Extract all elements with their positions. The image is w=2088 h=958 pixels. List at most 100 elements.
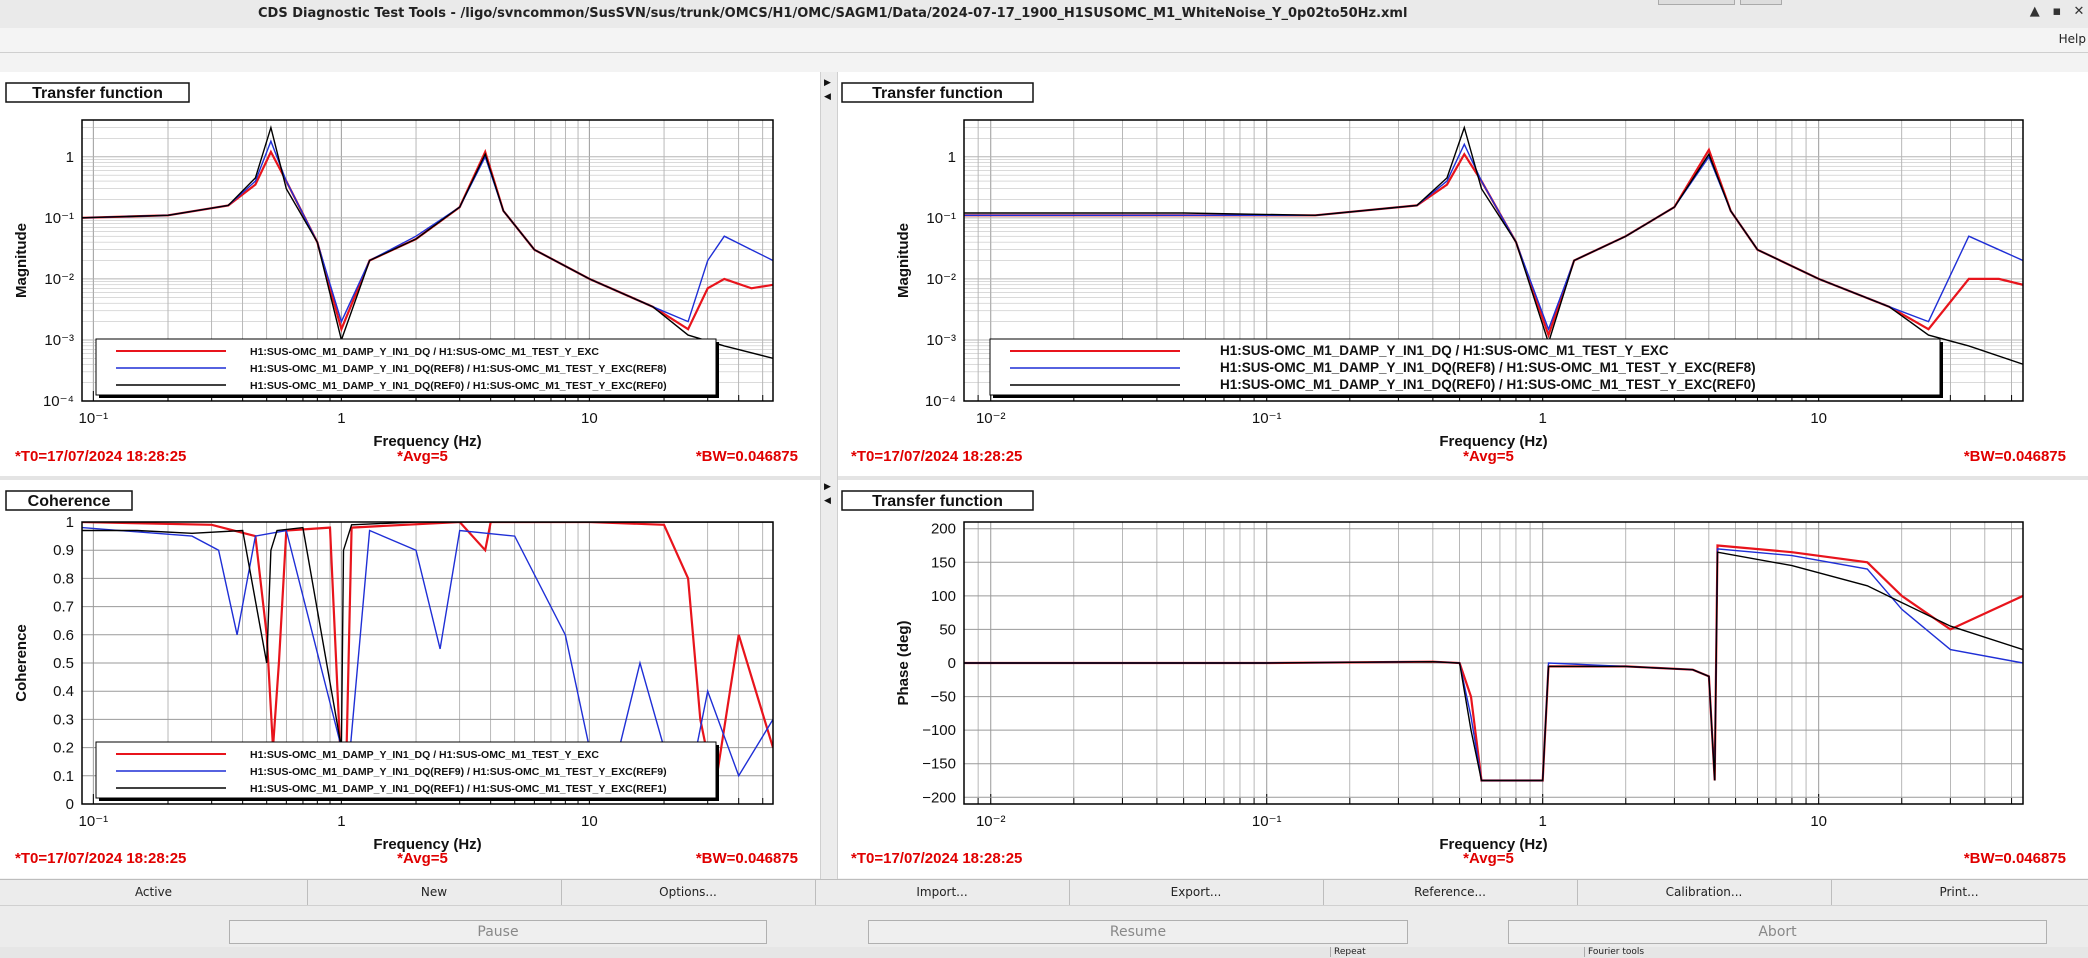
series-group xyxy=(964,125,2023,365)
legend-entry: H1:SUS-OMC_M1_DAMP_Y_IN1_DQ / H1:SUS-OMC… xyxy=(250,346,599,358)
y-tick-label: 150 xyxy=(931,554,956,571)
series-group xyxy=(82,125,773,359)
y-tick-label: 10⁻⁴ xyxy=(43,393,74,410)
y-tick-label: 0.7 xyxy=(53,599,74,616)
y-tick-label: 10⁻³ xyxy=(44,332,74,349)
plot-frame xyxy=(963,521,2024,805)
plot-frame xyxy=(81,119,774,402)
legend: H1:SUS-OMC_M1_DAMP_Y_IN1_DQ / H1:SUS-OMC… xyxy=(95,338,719,398)
start-time-label: *T0=17/07/2024 18:28:25 xyxy=(15,850,186,867)
abort-button[interactable]: Abort xyxy=(1508,920,2047,944)
series-line-1 xyxy=(964,142,2023,332)
split-left-arrow-icon-2[interactable]: ◀ xyxy=(824,496,831,506)
x-tick-label: 10 xyxy=(581,813,598,830)
y-tick-label: 1 xyxy=(948,149,956,166)
x-tick-label: 1 xyxy=(1539,813,1547,830)
bandwidth-label: *BW=0.046875 xyxy=(1964,448,2066,465)
average-label: *Avg=5 xyxy=(1463,850,1514,867)
repeat-tab[interactable]: Repeat xyxy=(1330,947,1366,957)
start-time-label: *T0=17/07/2024 18:28:25 xyxy=(851,448,1022,465)
y-tick-label: 200 xyxy=(931,521,956,538)
x-tick-label: 10⁻² xyxy=(976,813,1006,830)
y-tick-label: −150 xyxy=(922,756,956,773)
fourier-tools-tab[interactable]: Fourier tools xyxy=(1584,947,1644,957)
close-icon[interactable]: ✕ xyxy=(2073,4,2085,19)
menu-bar: Help xyxy=(0,28,2088,53)
y-tick-label: 0.8 xyxy=(53,570,74,587)
legend-entry: H1:SUS-OMC_M1_DAMP_Y_IN1_DQ(REF0) / H1:S… xyxy=(250,380,667,392)
help-menu[interactable]: Help xyxy=(2058,32,2086,46)
split-left-arrow-icon[interactable]: ◀ xyxy=(824,92,831,102)
y-tick-label: 10⁻¹ xyxy=(44,210,74,227)
minimize-icon[interactable]: ▲ xyxy=(2029,4,2040,19)
series-line-1 xyxy=(964,548,2023,782)
y-axis-label: Magnitude xyxy=(13,223,30,298)
y-tick-label: −200 xyxy=(922,789,956,806)
series-line-0 xyxy=(82,148,773,333)
plot-canvas-3: Transfer function 10⁻² 10⁻¹ 1 10 200 150 100 50 0… xyxy=(841,490,2066,867)
x-axis-label: Frequency (Hz) xyxy=(373,836,481,853)
legend-entry: H1:SUS-OMC_M1_DAMP_Y_IN1_DQ(REF9) / H1:S… xyxy=(250,766,667,778)
y-tick-label: 0.3 xyxy=(53,711,74,728)
options-button[interactable]: Options... xyxy=(561,880,816,905)
import-button[interactable]: Import... xyxy=(815,880,1070,905)
plot-panel-magnitude-left[interactable]: Transfer function 10⁻¹ 1 10 1 10⁻¹ 10⁻² 10⁻³ 10⁻… xyxy=(0,72,820,476)
resume-button[interactable]: Resume xyxy=(868,920,1408,944)
legend-entry: H1:SUS-OMC_M1_DAMP_Y_IN1_DQ(REF8) / H1:S… xyxy=(1220,360,1756,375)
print-button[interactable]: Print... xyxy=(1939,885,1979,899)
y-axis-label: Phase (deg) xyxy=(895,620,912,705)
plot-canvas-1: Transfer function 10⁻² 10⁻¹ 1 10 1 10⁻¹ 10⁻² 10⁻… xyxy=(841,82,2066,465)
split-right-arrow-icon-2[interactable]: ▶ xyxy=(824,482,831,492)
title-bar: CDS Diagnostic Test Tools - /ligo/svncom… xyxy=(0,0,2088,29)
legend: H1:SUS-OMC_M1_DAMP_Y_IN1_DQ / H1:SUS-OMC… xyxy=(989,338,1943,398)
tab-frame xyxy=(841,490,1034,511)
tab-frame xyxy=(5,490,133,511)
plot-button-bar: Active New Options... Import... Export..… xyxy=(0,879,2088,906)
x-axis-label: Frequency (Hz) xyxy=(1439,836,1547,853)
horizontal-divider[interactable] xyxy=(0,476,2088,480)
reference-button[interactable]: Reference... xyxy=(1323,880,1578,905)
x-tick-label: 10⁻¹ xyxy=(1252,410,1282,427)
legend: H1:SUS-OMC_M1_DAMP_Y_IN1_DQ / H1:SUS-OMC… xyxy=(95,741,719,801)
x-tick-label: 10⁻¹ xyxy=(1252,813,1282,830)
x-tick-label: 1 xyxy=(337,813,345,830)
y-axis-label: Coherence xyxy=(13,624,30,702)
y-tick-label: −100 xyxy=(922,722,956,739)
y-tick-label: 1 xyxy=(66,514,74,531)
x-tick-label: 1 xyxy=(337,410,345,427)
vertical-splitter[interactable]: ▶ ◀ ▶ ◀ xyxy=(820,72,838,880)
y-tick-label: 50 xyxy=(939,621,956,638)
y-tick-label: 0 xyxy=(948,655,956,672)
measurement-controls: Pause Resume Abort xyxy=(0,905,2088,948)
split-right-arrow-icon[interactable]: ▶ xyxy=(824,78,831,88)
y-tick-label: 0.4 xyxy=(53,683,74,700)
legend-entry: H1:SUS-OMC_M1_DAMP_Y_IN1_DQ / H1:SUS-OMC… xyxy=(250,749,599,761)
bandwidth-label: *BW=0.046875 xyxy=(696,448,798,465)
series-line-2 xyxy=(964,551,2023,782)
new-button[interactable]: New xyxy=(307,880,562,905)
tab-frame xyxy=(5,82,190,103)
plot-panel-magnitude-right[interactable]: Transfer function 10⁻² 10⁻¹ 1 10 1 10⁻¹ 10⁻² 10⁻… xyxy=(836,72,2088,476)
y-tick-label: 1 xyxy=(66,149,74,166)
plot-panel-coherence[interactable]: Coherence 10⁻¹ 1 10 1 0.9 0.8 0.7 0.6 0.5 0.4 0.3 0.… xyxy=(0,480,820,878)
maximize-icon[interactable]: ▪ xyxy=(2052,4,2062,19)
series-line-2 xyxy=(82,125,773,359)
tab-label: Coherence xyxy=(28,493,111,510)
legend-entry: H1:SUS-OMC_M1_DAMP_Y_IN1_DQ / H1:SUS-OMC… xyxy=(1220,343,1669,358)
legend-entry: H1:SUS-OMC_M1_DAMP_Y_IN1_DQ(REF1) / H1:S… xyxy=(250,783,667,795)
active-button[interactable]: Active xyxy=(0,880,308,905)
y-tick-label: 10⁻³ xyxy=(926,332,956,349)
x-tick-label: 10 xyxy=(1810,813,1827,830)
series-line-0 xyxy=(964,147,2023,339)
x-tick-label: 10⁻² xyxy=(976,410,1006,427)
plot-frame xyxy=(81,521,774,805)
x-tick-label: 10 xyxy=(1810,410,1827,427)
x-axis-label: Frequency (Hz) xyxy=(1439,433,1547,450)
y-tick-label: 0.1 xyxy=(53,768,74,785)
pause-button[interactable]: Pause xyxy=(229,920,767,944)
plot-panel-phase[interactable]: Transfer function 10⁻² 10⁻¹ 1 10 200 150 100 50 0… xyxy=(836,480,2088,878)
window-controls: ▲ ▪ ✕ xyxy=(2026,4,2088,19)
calibration-button[interactable]: Calibration... xyxy=(1577,880,1832,905)
series-line-0 xyxy=(82,522,773,791)
export-button[interactable]: Export... xyxy=(1069,880,1324,905)
